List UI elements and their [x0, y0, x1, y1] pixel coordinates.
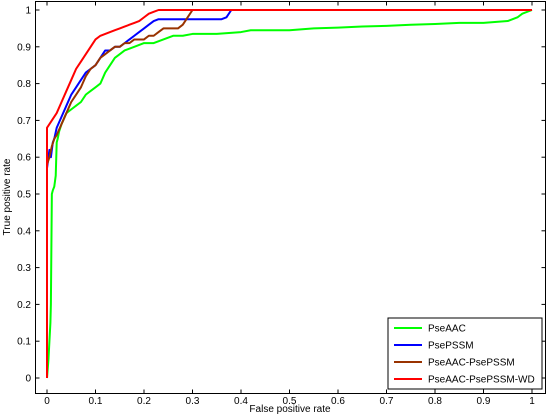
y-axis-label: True positive rate — [2, 158, 13, 235]
y-tick-label: 0.5 — [17, 190, 31, 201]
x-tick-label: 0 — [44, 396, 50, 407]
series-line-1 — [46, 9, 532, 378]
x-axis-ticks: 0 0.1 0.2 0.3 0.4 0.5 0.6 0.7 0.8 0.9 1 — [44, 1, 535, 407]
x-tick-label: 1 — [529, 396, 535, 407]
y-tick-label: 0.7 — [17, 116, 31, 127]
x-tick-label: 0.6 — [331, 396, 345, 407]
y-axis-ticks: 0 0.1 0.2 0.3 0.4 0.5 0.6 0.7 0.8 0.9 1 — [17, 6, 546, 385]
x-tick-label: 0.9 — [477, 396, 491, 407]
y-tick-label: 0.9 — [17, 42, 31, 53]
x-axis-label: False positive rate — [249, 404, 331, 415]
y-tick-label: 0.3 — [17, 263, 31, 274]
x-tick-label: 0.3 — [186, 396, 200, 407]
x-tick-label: 0.7 — [380, 396, 394, 407]
y-tick-label: 1 — [25, 6, 31, 17]
y-tick-label: 0 — [25, 374, 31, 385]
legend: PseAAC PsePSSM PseAAC-PsePSSM PseAAC-PsePSS… — [387, 317, 543, 390]
legend-label: PseAAC-PsePSSM-WD — [428, 375, 535, 386]
series-line-0 — [46, 9, 533, 379]
legend-label: PseAAC-PsePSSM — [428, 358, 515, 369]
x-tick-label: 0.5 — [283, 396, 297, 407]
legend-box — [387, 317, 543, 390]
y-tick-label: 0.6 — [17, 153, 31, 164]
legend-label: PsePSSM — [428, 341, 474, 352]
x-tick-label: 0.1 — [89, 396, 103, 407]
y-tick-label: 0.4 — [17, 226, 31, 237]
x-tick-label: 0.8 — [428, 396, 442, 407]
x-tick-label: 0.2 — [137, 396, 151, 407]
y-tick-label: 0.1 — [17, 337, 31, 348]
legend-label: PseAAC — [428, 324, 466, 335]
series-lines — [46, 9, 533, 379]
x-tick-label: 0.4 — [234, 396, 248, 407]
y-tick-label: 0.2 — [17, 300, 31, 311]
series-line-3 — [46, 9, 532, 378]
y-tick-label: 0.8 — [17, 79, 31, 90]
